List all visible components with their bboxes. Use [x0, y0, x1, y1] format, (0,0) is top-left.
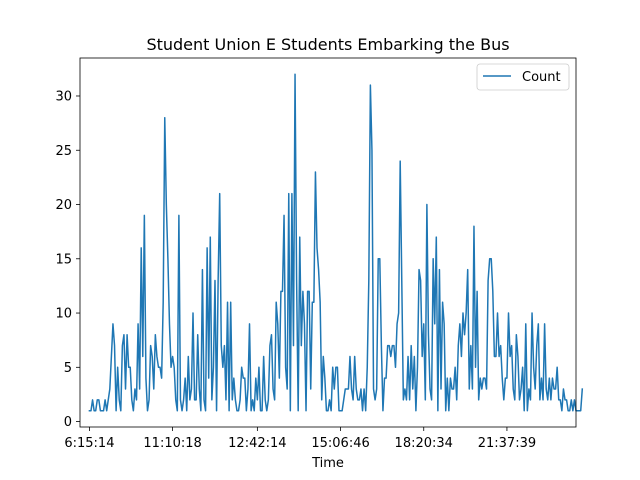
- x-tick-label: 15:06:46: [311, 436, 369, 451]
- y-axis: 0 5 10 15 20 25 30: [55, 89, 80, 430]
- y-tick-label: 20: [55, 198, 72, 213]
- y-tick-label: 5: [64, 361, 72, 376]
- series-line-count: [88, 73, 584, 412]
- x-tick-label: 12:42:14: [228, 436, 286, 451]
- y-tick-label: 15: [55, 252, 72, 267]
- legend-label-count: Count: [522, 70, 561, 85]
- x-tick-label: 11:10:18: [143, 436, 201, 451]
- y-tick-label: 25: [55, 144, 72, 159]
- x-axis: 6:15:14 11:10:18 12:42:14 15:06:46 18:20:34 2…: [64, 427, 536, 451]
- x-tick-label: 6:15:14: [64, 436, 114, 451]
- chart-title: Student Union E Students Embarking the B…: [146, 35, 509, 54]
- y-tick-label: 30: [55, 89, 72, 104]
- y-tick-label: 0: [64, 415, 72, 430]
- plot-area: [88, 73, 584, 412]
- x-tick-label: 21:37:39: [478, 436, 536, 451]
- legend[interactable]: Count: [476, 63, 570, 91]
- x-tick-label: 18:20:34: [395, 436, 453, 451]
- plot-frame: [79, 57, 577, 428]
- x-axis-label: Time: [311, 456, 344, 471]
- legend-box: [476, 63, 570, 91]
- y-tick-label: 10: [55, 307, 72, 322]
